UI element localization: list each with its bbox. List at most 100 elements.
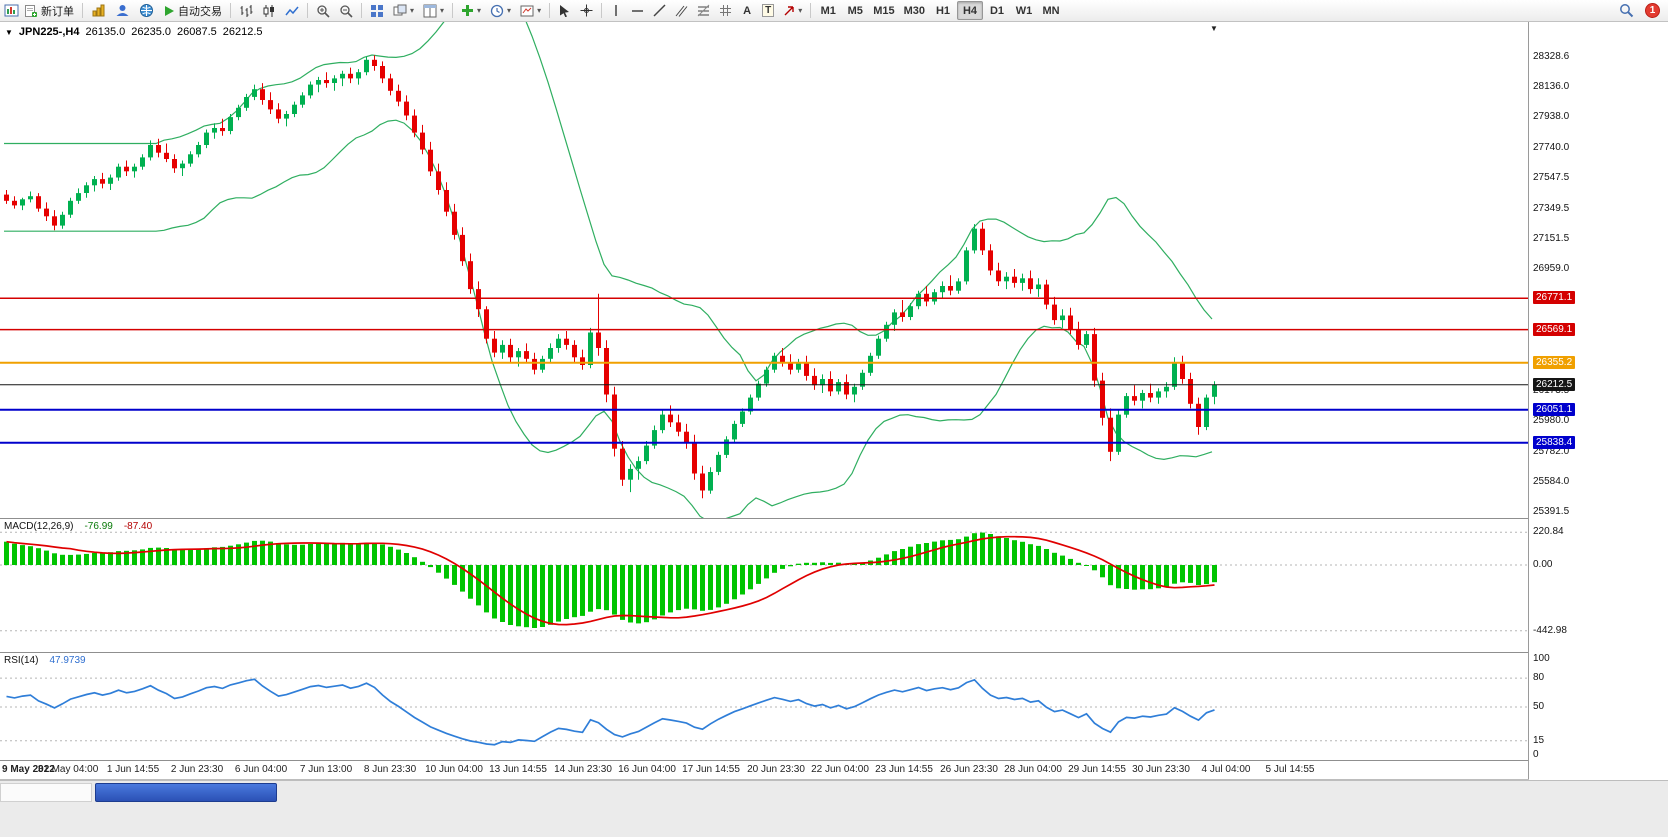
- pane-divider[interactable]: [0, 518, 1668, 519]
- fibonacci-button[interactable]: [693, 1, 714, 20]
- fibonacci-icon: [697, 4, 710, 17]
- timeframe-button-m15[interactable]: M15: [869, 1, 898, 20]
- search-icon: [1619, 3, 1634, 18]
- line-chart-icon: [285, 4, 299, 18]
- time-label: 5 Jul 14:55: [1265, 764, 1315, 775]
- ohlc-close: 26212.5: [222, 26, 263, 38]
- ohlc-bars-icon: [239, 4, 253, 18]
- clock-icon: [490, 4, 504, 18]
- tile-windows-button[interactable]: [366, 1, 388, 20]
- text-a-icon: A: [743, 4, 752, 17]
- macd-pane[interactable]: [0, 519, 1528, 652]
- zoom-out-button[interactable]: [335, 1, 357, 20]
- charts-icon: [91, 3, 106, 18]
- price-flag: 26355.2: [1533, 356, 1576, 369]
- cursor-arrow-icon: [558, 4, 571, 17]
- periods-button[interactable]: ▾: [486, 1, 515, 20]
- pane-divider[interactable]: [0, 652, 1668, 653]
- rsi-name: RSI(14): [4, 655, 39, 666]
- cascade-windows-button[interactable]: ▾: [389, 1, 418, 20]
- vertical-line-button[interactable]: [606, 1, 626, 20]
- cursor-button[interactable]: [554, 1, 575, 20]
- profile-icon: [115, 3, 130, 18]
- timeframe-button-h4[interactable]: H4: [957, 1, 984, 20]
- timeframe-button-m1[interactable]: M1: [815, 1, 841, 20]
- timeframe-button-m30[interactable]: M30: [900, 1, 929, 20]
- time-axis[interactable]: 9 May 2022 31 May 04:00 1 Jun 14:55 2 Jun 2…: [0, 761, 1528, 779]
- macd-scale-label: 220.84: [1533, 526, 1564, 537]
- candlestick-type-button[interactable]: [258, 1, 280, 20]
- zoom-out-icon: [339, 4, 353, 18]
- trendline-icon: [653, 4, 666, 17]
- line-chart-type-button[interactable]: [281, 1, 303, 20]
- new-order-button[interactable]: 新订单: [20, 1, 78, 20]
- ohlc-high: 26235.0: [131, 26, 171, 38]
- bar-chart-type-button[interactable]: [235, 1, 257, 20]
- tile-windows-icon: [370, 4, 384, 18]
- indicators-button[interactable]: ▾: [457, 1, 485, 20]
- time-label: 16 Jun 04:00: [618, 764, 676, 775]
- price-pane[interactable]: [0, 22, 1528, 518]
- dropdown-caret: ▾: [440, 5, 445, 15]
- text-button[interactable]: A: [737, 1, 757, 20]
- notification-badge[interactable]: 1: [1645, 3, 1660, 18]
- new-order-label: 新订单: [41, 5, 74, 18]
- time-label: 28 Jun 04:00: [1004, 764, 1062, 775]
- time-label: 31 May 04:00: [37, 764, 99, 775]
- autotrading-button[interactable]: 自动交易: [159, 1, 226, 20]
- separator: [601, 3, 603, 18]
- channel-icon: [675, 4, 688, 17]
- chart-shift-marker[interactable]: ▼: [1210, 24, 1218, 33]
- taskbar-button-fragment[interactable]: [95, 783, 277, 802]
- arrange-windows-button[interactable]: ▾: [419, 1, 448, 20]
- app-icon: [4, 3, 19, 18]
- time-label: 26 Jun 23:30: [940, 764, 998, 775]
- timeframe-button-d1[interactable]: D1: [984, 1, 1010, 20]
- time-label: 20 Jun 23:30: [747, 764, 805, 775]
- price-axis[interactable]: 28328.6 28136.0 27938.0 27740.0 27547.5 27349…: [1529, 0, 1668, 780]
- separator: [452, 3, 454, 18]
- time-label: 4 Jul 04:00: [1201, 764, 1251, 775]
- arrange-windows-icon: [423, 4, 437, 18]
- time-label: 1 Jun 14:55: [106, 764, 160, 775]
- dropdown-caret: ▾: [477, 5, 482, 15]
- timeframe-button-w1[interactable]: W1: [1011, 1, 1037, 20]
- price-label: 27938.0: [1533, 111, 1570, 122]
- price-flag: 26569.1: [1533, 323, 1576, 336]
- arrows-icon: [783, 5, 795, 17]
- search-button[interactable]: [1615, 1, 1638, 20]
- toolbar: 新订单 自动交易 ▾ ▾ ▾ ▾ ▾ A T: [0, 0, 1668, 22]
- templates-button[interactable]: ▾: [516, 1, 545, 20]
- time-label: 6 Jun 04:00: [234, 764, 288, 775]
- vertical-line-icon: [610, 4, 622, 17]
- timeframe-button-mn[interactable]: MN: [1038, 1, 1064, 20]
- timeframe-button-h1[interactable]: H1: [930, 1, 956, 20]
- separator: [810, 3, 812, 18]
- text-label-button[interactable]: T: [758, 1, 778, 20]
- timeframe-button-m5[interactable]: M5: [842, 1, 868, 20]
- charts-button[interactable]: [87, 1, 110, 20]
- rsi-pane[interactable]: [0, 653, 1528, 760]
- macd-name: MACD(12,26,9): [4, 521, 74, 532]
- time-label: 7 Jun 13:00: [299, 764, 353, 775]
- grid-button[interactable]: [715, 1, 736, 20]
- channel-button[interactable]: [671, 1, 692, 20]
- arrows-button[interactable]: ▾: [779, 1, 806, 20]
- time-label: 9 May 2022: [2, 764, 55, 775]
- profiles-button[interactable]: [111, 1, 134, 20]
- price-label: 25782.0: [1533, 446, 1570, 457]
- price-label: 27547.5: [1533, 172, 1570, 183]
- horizontal-line-button[interactable]: [627, 1, 648, 20]
- cascade-windows-icon: [393, 4, 407, 18]
- community-button[interactable]: [135, 1, 158, 20]
- time-label: 13 Jun 14:55: [489, 764, 547, 775]
- zoom-in-button[interactable]: [312, 1, 334, 20]
- trendline-button[interactable]: [649, 1, 670, 20]
- dropdown-caret: ▾: [537, 5, 542, 15]
- symbol-dropdown-icon[interactable]: ▼: [5, 27, 13, 37]
- dropdown-caret: ▾: [410, 5, 415, 15]
- crosshair-button[interactable]: [576, 1, 597, 20]
- rsi-value: 47.9739: [49, 655, 86, 666]
- rsi-scale-label: 80: [1533, 672, 1545, 683]
